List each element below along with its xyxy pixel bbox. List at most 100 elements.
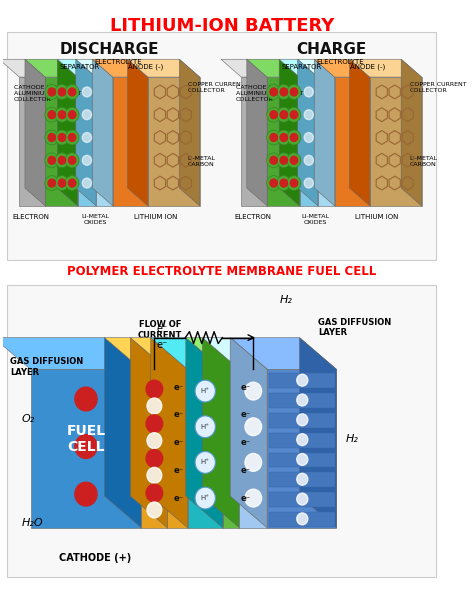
Text: GAS DIFFUSION
LAYER: GAS DIFFUSION LAYER (318, 318, 391, 337)
Circle shape (65, 153, 79, 168)
Text: H₂: H₂ (279, 295, 292, 305)
Circle shape (270, 88, 277, 96)
Circle shape (287, 176, 301, 190)
Circle shape (146, 415, 163, 433)
Circle shape (290, 111, 298, 119)
Text: LITHIUM ION: LITHIUM ION (356, 214, 399, 220)
Circle shape (270, 111, 277, 119)
Bar (269, 413, 335, 428)
Circle shape (75, 482, 97, 506)
Circle shape (304, 110, 313, 119)
Polygon shape (104, 337, 167, 369)
Polygon shape (300, 337, 337, 528)
Circle shape (297, 434, 308, 446)
Text: e⁻: e⁻ (173, 438, 183, 447)
Bar (269, 472, 335, 487)
Polygon shape (335, 77, 370, 206)
Circle shape (48, 88, 55, 96)
Polygon shape (349, 59, 370, 206)
Circle shape (68, 179, 76, 187)
Circle shape (304, 178, 313, 188)
Circle shape (55, 85, 69, 99)
Text: LI-METAL
OXIDES: LI-METAL OXIDES (301, 214, 329, 225)
Circle shape (68, 157, 76, 164)
Polygon shape (279, 59, 300, 206)
Circle shape (280, 134, 288, 141)
Circle shape (195, 487, 215, 509)
Text: ELECTROLYTE: ELECTROLYTE (94, 59, 142, 65)
Polygon shape (92, 59, 148, 77)
Polygon shape (349, 59, 421, 77)
Text: e⁻: e⁻ (241, 438, 251, 447)
Circle shape (58, 134, 65, 141)
Polygon shape (0, 337, 141, 369)
Circle shape (68, 134, 76, 141)
Text: ANODE (-): ANODE (-) (128, 64, 164, 70)
Circle shape (58, 179, 65, 187)
Polygon shape (230, 337, 337, 369)
Text: POLYMER ELECTROLYTE MEMBRANE FUEL CELL: POLYMER ELECTROLYTE MEMBRANE FUEL CELL (67, 265, 376, 278)
Polygon shape (25, 59, 78, 77)
Circle shape (65, 108, 79, 122)
Circle shape (297, 394, 308, 406)
Polygon shape (57, 59, 78, 206)
Circle shape (68, 88, 76, 96)
Polygon shape (223, 369, 239, 528)
Text: CATHODE (+)
ALUMINIUM CURRENT
COLLECTOR: CATHODE (+) ALUMINIUM CURRENT COLLECTOR (14, 85, 82, 102)
Text: e⁻: e⁻ (241, 410, 251, 420)
Circle shape (297, 513, 308, 525)
Text: e⁻: e⁻ (156, 339, 167, 349)
Polygon shape (188, 369, 223, 528)
Text: H₂O: H₂O (21, 518, 43, 528)
Circle shape (297, 414, 308, 426)
Circle shape (45, 85, 59, 99)
Text: e⁻: e⁻ (241, 493, 251, 502)
Circle shape (280, 88, 288, 96)
Polygon shape (300, 77, 318, 206)
Bar (269, 433, 335, 447)
Circle shape (58, 111, 65, 119)
Circle shape (195, 380, 215, 402)
Circle shape (45, 176, 59, 190)
Polygon shape (241, 77, 267, 206)
Text: ELECTRON: ELECTRON (12, 214, 49, 220)
Circle shape (68, 111, 76, 119)
Text: COPPER CURRENT
COLLECTOR: COPPER CURRENT COLLECTOR (410, 82, 466, 93)
Polygon shape (76, 59, 113, 77)
Text: O₂: O₂ (21, 414, 35, 424)
Polygon shape (113, 77, 148, 206)
Circle shape (82, 132, 91, 142)
Circle shape (270, 157, 277, 164)
Circle shape (48, 111, 55, 119)
Text: H⁺: H⁺ (201, 459, 210, 466)
Circle shape (146, 380, 163, 398)
Text: H₂: H₂ (346, 434, 359, 444)
Text: e⁻: e⁻ (156, 324, 167, 334)
Text: SEPARATOR: SEPARATOR (281, 64, 321, 70)
Polygon shape (30, 369, 141, 528)
Bar (269, 492, 335, 507)
Circle shape (58, 88, 65, 96)
Bar (269, 374, 335, 388)
Text: e⁻: e⁻ (241, 466, 251, 475)
Bar (8, 33, 437, 260)
Circle shape (65, 130, 79, 145)
Polygon shape (279, 59, 318, 77)
Circle shape (75, 387, 97, 411)
Text: CATHODE (+): CATHODE (+) (59, 553, 131, 563)
Polygon shape (221, 59, 267, 77)
Circle shape (195, 452, 215, 473)
Polygon shape (247, 59, 300, 77)
Circle shape (287, 130, 301, 145)
Text: H⁺: H⁺ (201, 388, 210, 394)
Circle shape (277, 85, 291, 99)
Polygon shape (267, 369, 337, 528)
Polygon shape (76, 59, 96, 206)
Text: e⁻: e⁻ (173, 410, 183, 420)
Polygon shape (46, 77, 78, 206)
Text: e⁻: e⁻ (173, 466, 183, 475)
Circle shape (147, 502, 162, 518)
Circle shape (290, 157, 298, 164)
Text: LI-METAL
CARBON: LI-METAL CARBON (188, 157, 216, 167)
Circle shape (55, 176, 69, 190)
